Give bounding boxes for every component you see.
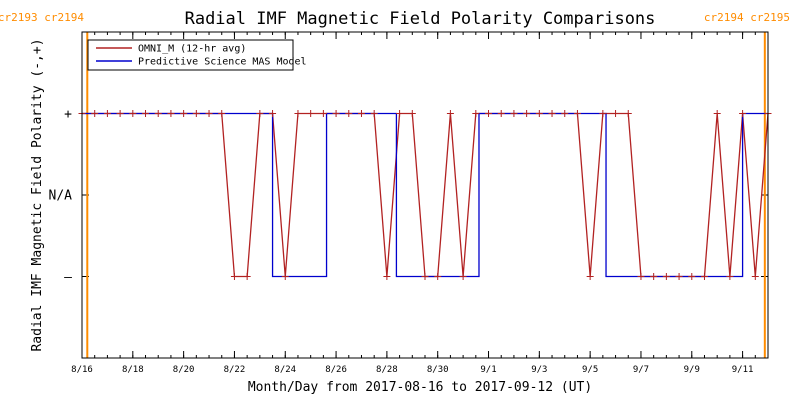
omni-data-point [281, 273, 289, 280]
y-tick-label: + [64, 107, 72, 122]
omni-data-point [294, 110, 302, 117]
omni-data-point [624, 110, 632, 117]
omni-data-point [561, 110, 569, 117]
omni-data-point [218, 110, 226, 117]
carrington-label-start: cr2193 cr2194 [0, 11, 84, 24]
x-tick-label: 8/24 [274, 365, 296, 375]
omni-data-point [103, 110, 111, 117]
x-tick-label: 8/16 [71, 365, 93, 375]
omni-data-point [116, 110, 124, 117]
omni-data-point [91, 110, 99, 117]
legend-label-omni: OMNI_M (12-hr avg) [138, 44, 246, 55]
omni-data-point [586, 273, 594, 280]
omni-data-point [383, 273, 391, 280]
omni-data-point [154, 110, 162, 117]
omni-data-point [396, 110, 404, 117]
omni-data-point [523, 110, 531, 117]
omni-data-point [230, 273, 238, 280]
omni-data-point [332, 110, 340, 117]
omni-data-point [662, 273, 670, 280]
chart-title: Radial IMF Magnetic Field Polarity Compa… [185, 9, 656, 29]
omni-data-point [485, 110, 493, 117]
omni-data-point [408, 110, 416, 117]
omni-data-point [180, 110, 188, 117]
omni-data-point [700, 273, 708, 280]
omni-data-point [650, 273, 658, 280]
x-tick-label: 8/28 [376, 365, 398, 375]
legend-box [87, 39, 294, 71]
omni-data-point [726, 273, 734, 280]
x-tick-label: 9/9 [684, 365, 700, 375]
x-tick-label: 9/3 [531, 365, 547, 375]
omni-data-point [535, 110, 543, 117]
x-tick-label: 8/26 [325, 365, 347, 375]
omni-data-point [370, 110, 378, 117]
y-tick-label: N/A [49, 189, 73, 204]
x-axis-label: Month/Day from 2017-08-16 to 2017-09-12 … [248, 380, 592, 395]
x-tick-label: 9/11 [732, 365, 754, 375]
omni-data-point [599, 110, 607, 117]
omni-data-point [307, 110, 315, 117]
omni-data-point [192, 110, 200, 117]
x-tick-label: 9/7 [633, 365, 649, 375]
omni-data-point [637, 273, 645, 280]
omni-data-point [345, 110, 353, 117]
omni-data-point [243, 273, 251, 280]
omni-data-point [357, 110, 365, 117]
legend: OMNI_M (12-hr avg) Predictive Science MA… [87, 39, 307, 71]
x-tick-label: 9/5 [582, 365, 598, 375]
omni-data-point [612, 110, 620, 117]
omni-data-point [675, 273, 683, 280]
legend-label-mas: Predictive Science MAS Model [138, 57, 307, 68]
omni-data-point [688, 273, 696, 280]
omni-data-point [256, 110, 264, 117]
x-tick-label: 8/20 [173, 365, 195, 375]
omni-data-point [459, 273, 467, 280]
y-tick-label: – [64, 270, 72, 285]
omni-data-point [269, 110, 277, 117]
omni-data-point [548, 110, 556, 117]
omni-data-point [129, 110, 137, 117]
carrington-label-end: cr2194 cr2195 [704, 11, 790, 24]
omni-data-point [434, 273, 442, 280]
plot-frame [81, 31, 769, 359]
x-tick-label: 8/30 [427, 365, 449, 375]
omni-data-point [573, 110, 581, 117]
omni-data-point [421, 273, 429, 280]
x-tick-label: 8/18 [122, 365, 144, 375]
omni-data-point [446, 110, 454, 117]
omni-data-point [739, 110, 747, 117]
omni-data-point [167, 110, 175, 117]
x-tick-label: 8/22 [224, 365, 246, 375]
omni-data-point [713, 110, 721, 117]
omni-data-point [205, 110, 213, 117]
omni-data-point [142, 110, 150, 117]
omni-data-point [751, 273, 759, 280]
y-axis-label: Radial IMF Magnetic Field Polarity (-,+) [30, 38, 45, 351]
plot-area: 8/16 8/18 8/20 8/22 8/24 8/26 8/28 8/30 9/1 9/3 9/… [49, 32, 772, 375]
omni-data-point [319, 110, 327, 117]
omni-data-point [510, 110, 518, 117]
omni-data-point [497, 110, 505, 117]
x-tick-label: 9/1 [480, 365, 496, 375]
omni-data-point [472, 110, 480, 117]
